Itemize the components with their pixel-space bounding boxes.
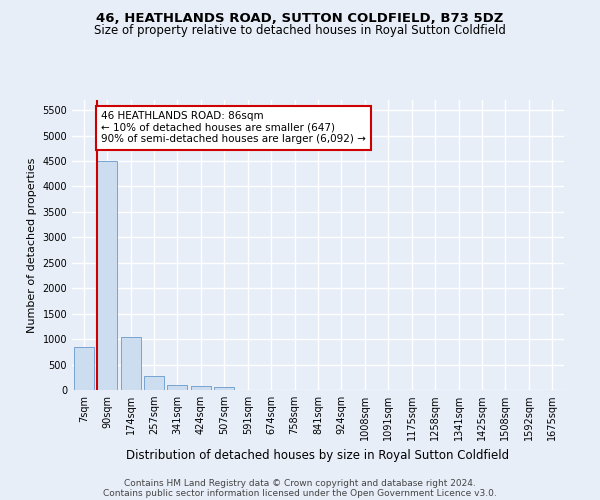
Bar xyxy=(214,388,234,390)
Text: 46 HEATHLANDS ROAD: 86sqm
← 10% of detached houses are smaller (647)
90% of semi: 46 HEATHLANDS ROAD: 86sqm ← 10% of detac… xyxy=(101,111,366,144)
X-axis label: Distribution of detached houses by size in Royal Sutton Coldfield: Distribution of detached houses by size … xyxy=(127,448,509,462)
Bar xyxy=(97,161,117,390)
Text: Contains HM Land Registry data © Crown copyright and database right 2024.: Contains HM Land Registry data © Crown c… xyxy=(124,478,476,488)
Bar xyxy=(191,386,211,390)
Y-axis label: Number of detached properties: Number of detached properties xyxy=(27,158,37,332)
Bar xyxy=(167,386,187,390)
Text: Size of property relative to detached houses in Royal Sutton Coldfield: Size of property relative to detached ho… xyxy=(94,24,506,37)
Bar xyxy=(74,347,94,390)
Bar xyxy=(144,376,164,390)
Text: Contains public sector information licensed under the Open Government Licence v3: Contains public sector information licen… xyxy=(103,488,497,498)
Bar xyxy=(121,336,140,390)
Text: 46, HEATHLANDS ROAD, SUTTON COLDFIELD, B73 5DZ: 46, HEATHLANDS ROAD, SUTTON COLDFIELD, B… xyxy=(97,12,503,26)
